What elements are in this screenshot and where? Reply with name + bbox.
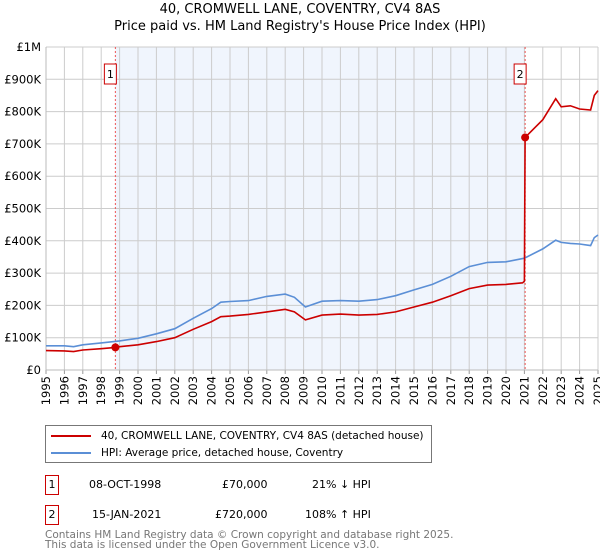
legend-label: 40, CROMWELL LANE, COVENTRY, CV4 8AS (de…	[101, 430, 424, 442]
legend: 40, CROMWELL LANE, COVENTRY, CV4 8AS (de…	[45, 425, 432, 463]
y-tick-label: £400K	[4, 234, 41, 248]
y-tick-label: £1M	[16, 40, 41, 54]
x-tick-label: 2017	[444, 376, 458, 405]
legend-swatch-red	[51, 435, 91, 437]
x-tick-label: 1998	[94, 376, 108, 405]
legend-item-property: 40, CROMWELL LANE, COVENTRY, CV4 8AS (de…	[46, 428, 424, 444]
x-tick-label: 2015	[407, 376, 421, 405]
sale-point	[521, 133, 530, 142]
sale-label-box	[103, 63, 117, 85]
y-tick-label: £500K	[4, 202, 41, 216]
y-tick-label: £600K	[4, 169, 41, 183]
footer: Contains HM Land Registry data © Crown c…	[45, 529, 454, 551]
sale-badge: 1	[45, 475, 59, 495]
legend-item-hpi: HPI: Average price, detached house, Cove…	[46, 445, 343, 461]
x-tick-label: 2004	[205, 376, 219, 405]
x-tick-label: 2002	[168, 376, 182, 405]
sale-label: 2	[517, 68, 524, 81]
y-tick-label: £100K	[4, 331, 41, 345]
footer-copyright: Contains HM Land Registry data © Crown c…	[45, 529, 454, 541]
footer-licence: This data is licensed under the Open Gov…	[45, 539, 380, 551]
x-tick-label: 1996	[57, 376, 71, 405]
sale-date: 15-JAN-2021	[92, 508, 162, 521]
y-tick-label: £300K	[4, 266, 41, 280]
x-tick-label: 2022	[536, 376, 550, 405]
sale-label-box	[513, 63, 527, 85]
x-tick-label: 1999	[113, 376, 127, 405]
x-tick-label: 2006	[241, 376, 255, 405]
x-tick-label: 2005	[223, 376, 237, 405]
sale-hpi: 21% ↓ HPI	[312, 478, 371, 491]
x-tick-label: 2013	[370, 376, 384, 405]
y-tick-label: £800K	[4, 105, 41, 119]
x-tick-label: 2001	[149, 376, 163, 405]
x-tick-label: 2012	[352, 376, 366, 405]
x-tick-label: 2003	[186, 376, 200, 405]
y-tick-label: £900K	[4, 72, 41, 86]
x-tick-label: 2000	[131, 376, 145, 405]
y-tick-label: £0	[26, 363, 41, 377]
x-tick-label: 2019	[481, 376, 495, 405]
legend-swatch-blue	[51, 452, 91, 454]
sale-label: 1	[107, 68, 114, 81]
x-tick-label: 2020	[499, 376, 513, 405]
legend-label: HPI: Average price, detached house, Cove…	[101, 447, 344, 459]
x-tick-label: 1997	[76, 376, 90, 405]
x-tick-label: 2016	[425, 376, 439, 405]
hpi-line	[46, 234, 599, 348]
x-tick-label: 1995	[39, 376, 53, 405]
x-tick-label: 2014	[389, 376, 403, 405]
sale-point	[111, 343, 120, 352]
x-tick-label: 2011	[333, 376, 347, 405]
x-tick-label: 2023	[554, 376, 568, 405]
x-tick-label: 2010	[315, 376, 329, 405]
x-tick-label: 2024	[573, 376, 587, 405]
sale-badge: 2	[45, 505, 59, 525]
x-tick-label: 2007	[260, 376, 274, 405]
y-tick-label: £700K	[4, 137, 41, 151]
price-paid-line	[45, 90, 599, 353]
x-tick-label: 2018	[462, 376, 476, 405]
x-tick-label: 2025	[591, 376, 600, 405]
x-tick-label: 2008	[278, 376, 292, 405]
sale-price: £70,000	[222, 478, 268, 491]
chart-subtitle: Price paid vs. HM Land Registry's House …	[114, 19, 486, 34]
y-tick-label: £200K	[4, 298, 41, 312]
chart-title: 40, CROMWELL LANE, COVENTRY, CV4 8AS	[159, 2, 441, 17]
x-tick-label: 2009	[297, 376, 311, 405]
price-chart: 1995 1996 1997 1998 1999 2000 2001 2002 2003 2004…	[4, 40, 600, 405]
sale-hpi: 108% ↑ HPI	[305, 508, 371, 521]
sale-price: £720,000	[215, 508, 268, 521]
sale-date: 08-OCT-1998	[89, 478, 162, 491]
x-tick-label: 2021	[517, 376, 531, 405]
